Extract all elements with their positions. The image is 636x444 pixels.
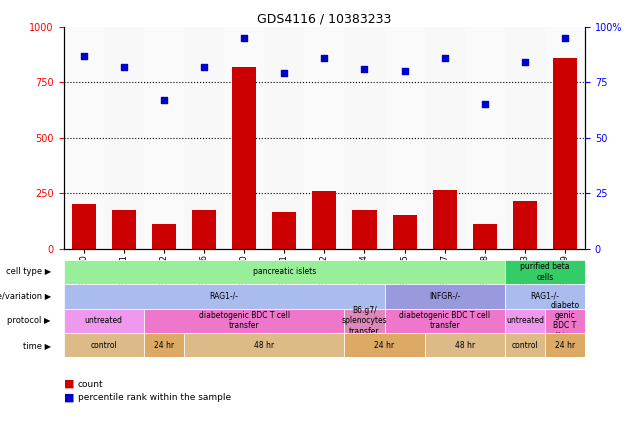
Text: percentile rank within the sample: percentile rank within the sample [78,393,231,402]
Bar [432,190,457,249]
Text: pancreatic islets: pancreatic islets [252,267,316,277]
Bar [553,58,577,249]
Bar [64,333,144,357]
Bar [545,27,585,249]
Bar [184,333,345,357]
Bar [272,212,296,249]
Text: diabetogenic BDC T cell
transfer: diabetogenic BDC T cell transfer [399,311,490,330]
Text: protocol ▶: protocol ▶ [8,316,51,325]
Point [560,34,570,41]
Text: cell type ▶: cell type ▶ [6,267,51,277]
Bar [64,27,104,249]
Bar [345,27,385,249]
Bar [345,333,425,357]
Text: time ▶: time ▶ [23,341,51,350]
Text: ■: ■ [64,392,74,402]
Text: genotype/variation ▶: genotype/variation ▶ [0,292,51,301]
Text: 24 hr: 24 hr [375,341,394,350]
Text: diabetogenic BDC T cell
transfer: diabetogenic BDC T cell transfer [198,311,289,330]
Point [159,96,169,103]
Text: B6.g7/
splenocytes
transfer: B6.g7/ splenocytes transfer [342,306,387,336]
Bar [352,210,377,249]
Bar [505,27,545,249]
Point [239,34,249,41]
Bar [425,27,465,249]
Bar [64,284,385,309]
Point [359,65,370,72]
Point [319,54,329,61]
Bar [144,309,345,333]
Text: 48 hr: 48 hr [455,341,475,350]
Bar [385,309,505,333]
Point [79,52,89,59]
Point [399,67,410,75]
Bar [505,284,585,309]
Text: diabeto
genic
BDC T
cell trans: diabeto genic BDC T cell trans [547,301,583,341]
Text: untreated: untreated [85,316,123,325]
Text: RAG1-/-: RAG1-/- [210,292,238,301]
Text: 24 hr: 24 hr [154,341,174,350]
Text: control: control [511,341,538,350]
Bar [224,27,264,249]
Bar [505,260,585,284]
Point [119,63,129,70]
Title: GDS4116 / 10383233: GDS4116 / 10383233 [257,12,392,25]
Bar [545,309,585,333]
Bar [72,204,95,249]
Text: INFGR-/-: INFGR-/- [429,292,460,301]
Text: 24 hr: 24 hr [555,341,575,350]
Text: ■: ■ [64,379,74,389]
Bar [505,333,545,357]
Bar [104,27,144,249]
Bar [425,333,505,357]
Bar [385,27,425,249]
Bar [473,224,497,249]
Bar [264,27,304,249]
Bar [144,27,184,249]
Bar [505,309,545,333]
Bar [345,309,385,333]
Bar [312,191,336,249]
Bar [144,333,184,357]
Text: 48 hr: 48 hr [254,341,274,350]
Bar [545,333,585,357]
Text: control: control [90,341,117,350]
Bar [232,67,256,249]
Bar [385,284,505,309]
Text: untreated: untreated [506,316,544,325]
Text: purified beta
cells: purified beta cells [520,262,570,281]
Bar [513,201,537,249]
Point [480,101,490,108]
Bar [64,309,144,333]
Bar [304,27,345,249]
Point [279,70,289,77]
Point [439,54,450,61]
Bar [64,260,505,284]
Point [520,59,530,66]
Text: RAG1-/-: RAG1-/- [530,292,560,301]
Bar [112,210,136,249]
Bar [152,224,176,249]
Text: count: count [78,380,103,388]
Bar [465,27,505,249]
Bar [392,215,417,249]
Point [199,63,209,70]
Bar [184,27,224,249]
Bar [192,210,216,249]
